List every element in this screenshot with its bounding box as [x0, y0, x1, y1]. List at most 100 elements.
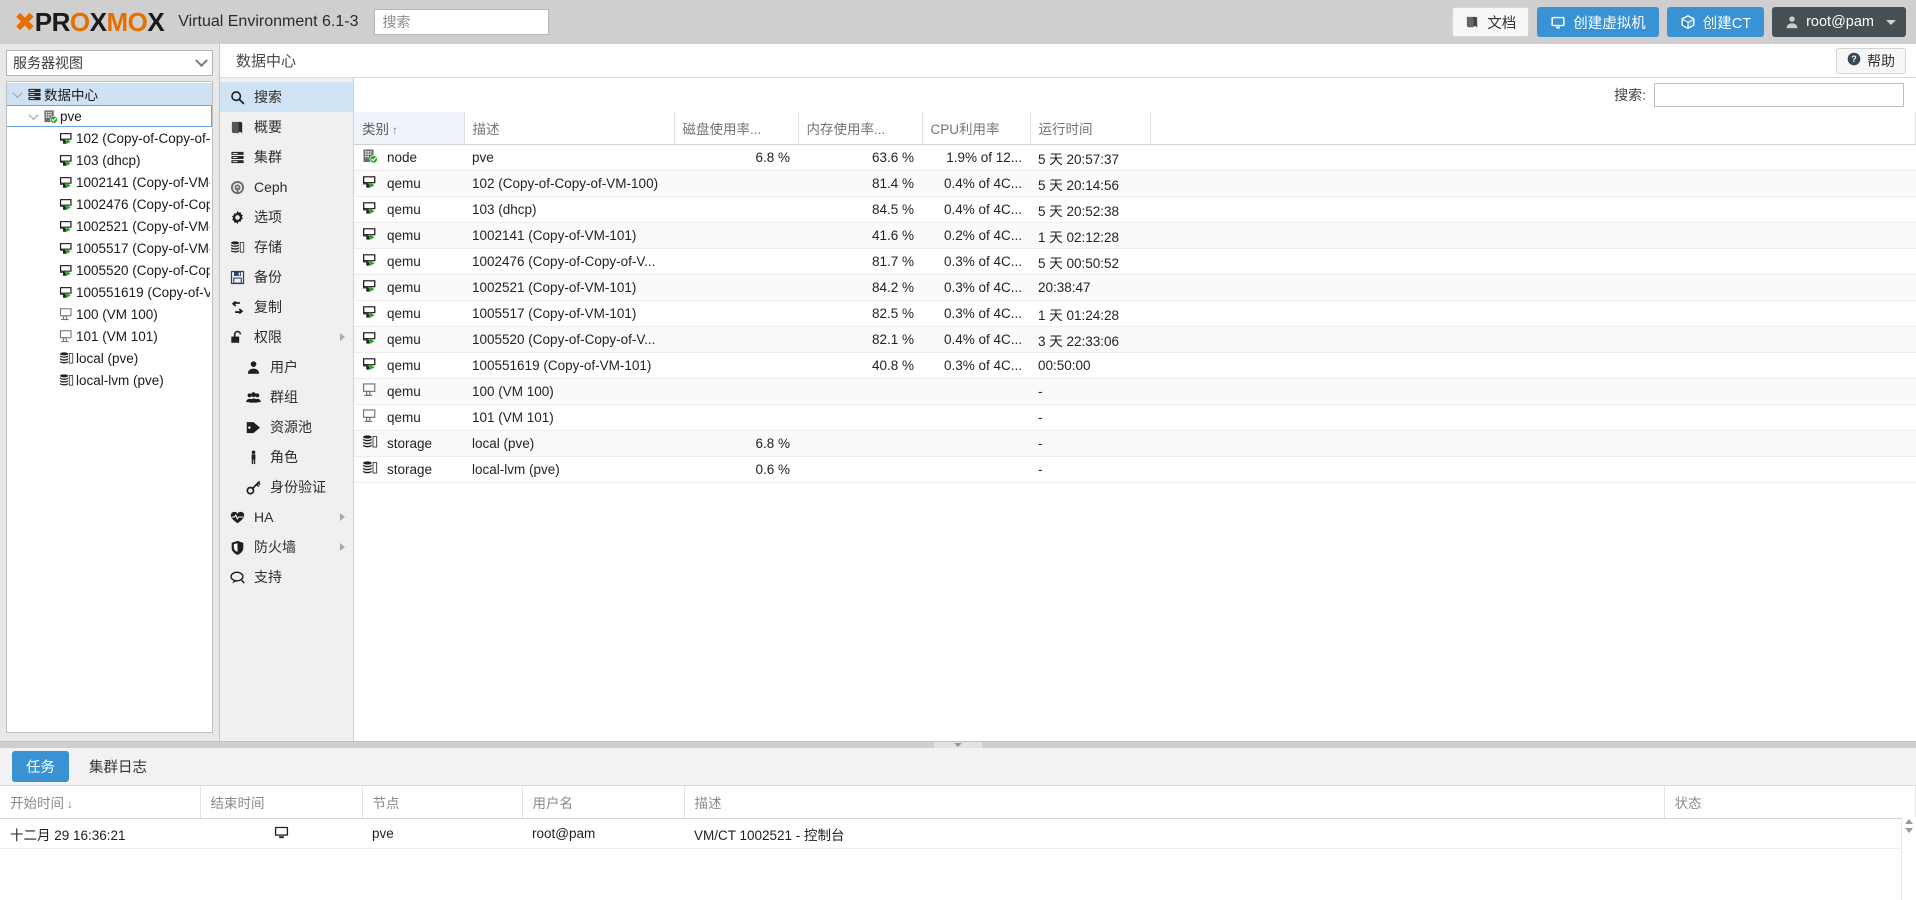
column-header-内存使用率...[interactable]: 内存使用率... — [798, 112, 923, 145]
table-row[interactable]: qemu 1002521 (Copy-of-VM-101) 84.2 % 0.3% o… — [354, 274, 1916, 301]
tree-item-1005517[interactable]: 1005517 (Copy-of-VM-101) — [7, 237, 212, 259]
column-header-运行时间[interactable]: 运行时间 — [1030, 112, 1151, 145]
table-row[interactable]: qemu 101 (VM 101) - — [354, 404, 1916, 431]
table-row[interactable]: qemu 102 (Copy-of-Copy-of-VM-100) 81.4 % 0.… — [354, 170, 1916, 197]
view-selector-dropdown[interactable]: 服务器视图 — [6, 50, 213, 76]
cell-uptime: 1 天 02:12:28 — [1030, 222, 1150, 249]
column-header-类别[interactable]: 类别 ↑ — [354, 112, 465, 145]
menu-item-搜索[interactable]: 搜索 — [220, 82, 353, 112]
cell-memory-usage: 81.4 % — [798, 170, 922, 197]
save-icon — [230, 270, 254, 285]
splitter-collapse-handle[interactable] — [934, 742, 982, 748]
cell-type: storage — [354, 456, 464, 483]
menu-item-防火墙[interactable]: 防火墙 — [220, 532, 353, 562]
menu-item-支持[interactable]: 支持 — [220, 562, 353, 592]
menu-item-Ceph[interactable]: Ceph — [220, 172, 353, 202]
table-row[interactable]: qemu 100551619 (Copy-of-VM-101) 40.8 % 0.3%… — [354, 352, 1916, 379]
qemu-running-icon — [56, 241, 76, 256]
column-header-磁盘使用率...[interactable]: 磁盘使用率... — [674, 112, 799, 145]
cell-memory-usage: 63.6 % — [798, 144, 922, 171]
menu-item-用户[interactable]: 用户 — [220, 352, 353, 382]
menu-item-选项[interactable]: 选项 — [220, 202, 353, 232]
menu-item-资源池[interactable]: 资源池 — [220, 412, 353, 442]
proxmox-logo[interactable]: ✖ PROXMOX — [14, 9, 165, 35]
tree-item-100[interactable]: 100 (VM 100) — [7, 303, 212, 325]
scroll-down-icon[interactable] — [1905, 828, 1913, 833]
tree-item-local[interactable]: local (pve) — [7, 347, 212, 369]
grid-scroll[interactable]: 类别 ↑ 描述 磁盘使用率... 内存使用率... CPU利用率 运行时间 node pve 6… — [354, 112, 1916, 741]
documentation-button[interactable]: 文档 — [1452, 7, 1530, 37]
tree-item-100551619[interactable]: 100551619 (Copy-of-VM-101) — [7, 281, 212, 303]
menu-item-权限[interactable]: 权限 — [220, 322, 353, 352]
table-row[interactable]: storage local (pve) 6.8 % - — [354, 430, 1916, 457]
table-row[interactable]: storage local-lvm (pve) 0.6 % - — [354, 456, 1916, 483]
task-column-节点[interactable]: 节点 — [362, 786, 523, 819]
user-menu-button[interactable]: root@pam — [1772, 7, 1906, 37]
menu-item-存储[interactable]: 存储 — [220, 232, 353, 262]
table-row[interactable]: node pve 6.8 % 63.6 % 1.9% of 12... 5 天 20:57… — [354, 144, 1916, 171]
table-row[interactable]: qemu 103 (dhcp) 84.5 % 0.4% of 4C... 5 天 20:… — [354, 196, 1916, 223]
task-column-用户名[interactable]: 用户名 — [522, 786, 685, 819]
menu-item-HA[interactable]: HA — [220, 502, 353, 532]
create-vm-button[interactable]: 创建虚拟机 — [1537, 7, 1659, 37]
bottom-tab-集群日志[interactable]: 集群日志 — [89, 760, 147, 776]
task-vertical-scrollbar[interactable] — [1901, 817, 1916, 900]
menu-item-概要[interactable]: 概要 — [220, 112, 353, 142]
bottom-tab-任务[interactable]: 任务 — [12, 751, 69, 782]
cell-type: qemu — [354, 196, 464, 223]
tree-item-1002476[interactable]: 1002476 (Copy-of-Copy-of-VM-100) — [7, 193, 212, 215]
tree-item-数据中心[interactable]: 数据中心 — [7, 83, 212, 105]
table-row[interactable]: qemu 1005517 (Copy-of-VM-101) 82.5 % 0.3% o… — [354, 300, 1916, 327]
tree-item-102[interactable]: 102 (Copy-of-Copy-of-VM-100) — [7, 127, 212, 149]
storage-icon — [230, 240, 254, 255]
menu-item-label: 资源池 — [270, 419, 312, 435]
table-row[interactable]: qemu 1002141 (Copy-of-VM-101) 41.6 % 0.2% o… — [354, 222, 1916, 249]
global-search-input[interactable] — [374, 9, 550, 35]
create-ct-button[interactable]: 创建CT — [1666, 7, 1765, 37]
task-column-描述[interactable]: 描述 — [684, 786, 1665, 819]
bottom-tabs[interactable]: 任务 集群日志 — [0, 748, 1916, 785]
expand-arrow-icon[interactable] — [27, 109, 40, 120]
cluster-icon — [230, 150, 254, 165]
tree-item-103[interactable]: 103 (dhcp) — [7, 149, 212, 171]
tree-item-local-lvm[interactable]: local-lvm (pve) — [7, 369, 212, 391]
table-row[interactable]: qemu 1002476 (Copy-of-Copy-of-V... 81.7 % 0… — [354, 248, 1916, 275]
table-row[interactable]: qemu 100 (VM 100) - — [354, 378, 1916, 405]
tree-item-pve[interactable]: pve — [7, 105, 212, 127]
scroll-up-icon[interactable] — [1905, 819, 1913, 824]
column-header-CPU利用率[interactable]: CPU利用率 — [922, 112, 1031, 145]
tree-item-1005520[interactable]: 1005520 (Copy-of-Copy-of-VM-100) — [7, 259, 212, 281]
task-cell-start-time: 十二月 29 16:36:21 — [0, 818, 200, 849]
menu-item-复制[interactable]: 复制 — [220, 292, 353, 322]
table-row[interactable]: qemu 1005520 (Copy-of-Copy-of-V... 82.1 % 0… — [354, 326, 1916, 353]
menu-item-备份[interactable]: 备份 — [220, 262, 353, 292]
menu-item-身份验证[interactable]: 身份验证 — [220, 472, 353, 502]
column-header-blank[interactable] — [1150, 112, 1916, 145]
task-column-开始时间[interactable]: 开始时间 ↓ — [0, 786, 201, 819]
task-column-状态[interactable]: 状态 — [1664, 786, 1916, 819]
heartbeat-icon — [230, 510, 254, 525]
cell-cpu-usage — [922, 404, 1030, 431]
column-header-描述[interactable]: 描述 — [464, 112, 675, 145]
task-row[interactable]: 十二月 29 16:36:21 pve root@pam VM/CT 1002521 … — [0, 818, 1916, 849]
cell-disk-usage — [674, 300, 798, 327]
resource-tree[interactable]: 数据中心 pve 102 (Copy-of-Copy-of-VM-100) 103 (… — [6, 81, 213, 733]
panel-splitter[interactable] — [0, 741, 1916, 748]
tree-item-1002521[interactable]: 1002521 (Copy-of-VM-101) — [7, 215, 212, 237]
datacenter-menu[interactable]: 搜索 概要 集群 Ceph 选项存储 备份 复制 权限 用户 群组资源池角色 身份验证 HA 防火墙 支持 — [220, 78, 354, 741]
cell-disk-usage — [674, 404, 798, 431]
grid-search-input[interactable] — [1654, 83, 1904, 107]
expand-arrow-icon[interactable] — [11, 87, 24, 98]
menu-item-群组[interactable]: 群组 — [220, 382, 353, 412]
search-icon — [230, 90, 254, 105]
task-log-wrapper: 开始时间 ↓ 结束时间 节点 用户名 描述 状态 十二月 29 16:36:21 pve roo… — [0, 785, 1916, 900]
tree-item-101[interactable]: 101 (VM 101) — [7, 325, 212, 347]
menu-item-角色[interactable]: 角色 — [220, 442, 353, 472]
menu-item-集群[interactable]: 集群 — [220, 142, 353, 172]
task-column-结束时间[interactable]: 结束时间 — [200, 786, 363, 819]
menu-item-label: 选项 — [254, 209, 282, 225]
cell-spacer — [1150, 274, 1916, 301]
cell-disk-usage — [674, 378, 798, 405]
tree-item-1002141[interactable]: 1002141 (Copy-of-VM-101) — [7, 171, 212, 193]
help-button[interactable]: ? 帮助 — [1836, 47, 1906, 74]
